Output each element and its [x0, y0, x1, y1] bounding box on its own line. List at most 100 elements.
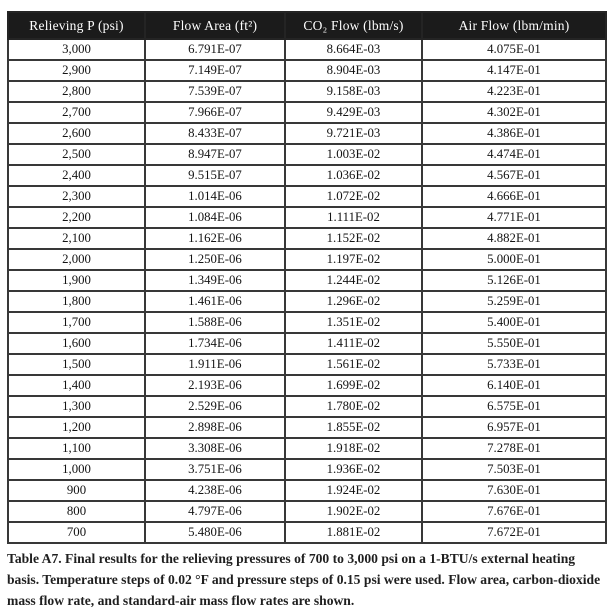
- table-row: 1,500 1.911E-06 1.561E-02 5.733E-01: [7, 353, 607, 376]
- table-row: 2,100 1.162E-06 1.152E-02 4.882E-01: [7, 227, 607, 250]
- results-table: Relieving P (psi) Flow Area (ft²) CO₂ Fl…: [7, 11, 607, 544]
- col-header-flow-area: Flow Area (ft²): [144, 11, 286, 40]
- table-cell: 2.898E-06: [144, 416, 286, 439]
- table-header-row: Relieving P (psi) Flow Area (ft²) CO₂ Fl…: [7, 11, 607, 40]
- table-cell: 1.244E-02: [284, 269, 423, 292]
- table-cell: 7.672E-01: [421, 521, 607, 544]
- table-cell: 4.797E-06: [144, 500, 286, 523]
- col-header-relieving-pressure: Relieving P (psi): [7, 11, 146, 40]
- table-cell: 4.147E-01: [421, 59, 607, 82]
- table-row: 1,900 1.349E-06 1.244E-02 5.126E-01: [7, 269, 607, 292]
- table-cell: 5.126E-01: [421, 269, 607, 292]
- table-cell: 1.003E-02: [284, 143, 423, 166]
- table-cell: 1,700: [7, 311, 146, 334]
- table-cell: 7.149E-07: [144, 59, 286, 82]
- table-row: 2,600 8.433E-07 9.721E-03 4.386E-01: [7, 122, 607, 145]
- table-cell: 1.461E-06: [144, 290, 286, 313]
- table-cell: 2,700: [7, 101, 146, 124]
- table-cell: 1,100: [7, 437, 146, 460]
- table-row: 2,700 7.966E-07 9.429E-03 4.302E-01: [7, 101, 607, 124]
- table-row: 900 4.238E-06 1.924E-02 7.630E-01: [7, 479, 607, 502]
- table-cell: 1,800: [7, 290, 146, 313]
- table-cell: 1.881E-02: [284, 521, 423, 544]
- table-row: 800 4.797E-06 1.902E-02 7.676E-01: [7, 500, 607, 523]
- table-cell: 1.084E-06: [144, 206, 286, 229]
- table-cell: 1,000: [7, 458, 146, 481]
- table-cell: 4.666E-01: [421, 185, 607, 208]
- table-row: 2,500 8.947E-07 1.003E-02 4.474E-01: [7, 143, 607, 166]
- table-cell: 3.308E-06: [144, 437, 286, 460]
- table-cell: 5.550E-01: [421, 332, 607, 355]
- table-cell: 6.957E-01: [421, 416, 607, 439]
- table-cell: 2.193E-06: [144, 374, 286, 397]
- table-cell: 2,200: [7, 206, 146, 229]
- table-cell: 1.197E-02: [284, 248, 423, 271]
- table-row: 1,800 1.461E-06 1.296E-02 5.259E-01: [7, 290, 607, 313]
- col-header-air-flow: Air Flow (lbm/min): [421, 11, 607, 40]
- table-cell: 8.947E-07: [144, 143, 286, 166]
- table-cell: 2,000: [7, 248, 146, 271]
- table-row: 2,300 1.014E-06 1.072E-02 4.666E-01: [7, 185, 607, 208]
- table-cell: 1.111E-02: [284, 206, 423, 229]
- table-row: 1,300 2.529E-06 1.780E-02 6.575E-01: [7, 395, 607, 418]
- table-cell: 4.223E-01: [421, 80, 607, 103]
- table-cell: 7.539E-07: [144, 80, 286, 103]
- table-cell: 1.349E-06: [144, 269, 286, 292]
- table-cell: 800: [7, 500, 146, 523]
- table-cell: 700: [7, 521, 146, 544]
- table-cell: 9.158E-03: [284, 80, 423, 103]
- table-cell: 900: [7, 479, 146, 502]
- table-body: 3,000 6.791E-07 8.664E-03 4.075E-01 2,900 7.1…: [7, 38, 607, 544]
- table-cell: 1.162E-06: [144, 227, 286, 250]
- table-row: 3,000 6.791E-07 8.664E-03 4.075E-01: [7, 38, 607, 61]
- table-cell: 1.351E-02: [284, 311, 423, 334]
- table-cell: 1.296E-02: [284, 290, 423, 313]
- table-cell: 4.474E-01: [421, 143, 607, 166]
- table-cell: 1,400: [7, 374, 146, 397]
- table-cell: 4.302E-01: [421, 101, 607, 124]
- table-cell: 1.924E-02: [284, 479, 423, 502]
- table-cell: 1.734E-06: [144, 332, 286, 355]
- table-cell: 1.411E-02: [284, 332, 423, 355]
- table-cell: 1.036E-02: [284, 164, 423, 187]
- table-cell: 5.400E-01: [421, 311, 607, 334]
- table-cell: 7.278E-01: [421, 437, 607, 460]
- table-cell: 2,400: [7, 164, 146, 187]
- table-row: 1,000 3.751E-06 1.936E-02 7.503E-01: [7, 458, 607, 481]
- table-cell: 2.529E-06: [144, 395, 286, 418]
- table-cell: 5.259E-01: [421, 290, 607, 313]
- table-cell: 1,200: [7, 416, 146, 439]
- col-header-co2-flow: CO₂ Flow (lbm/s): [284, 11, 423, 40]
- table-cell: 3,000: [7, 38, 146, 61]
- table-cell: 9.515E-07: [144, 164, 286, 187]
- table-cell: 1.152E-02: [284, 227, 423, 250]
- table-cell: 1,300: [7, 395, 146, 418]
- table-cell: 4.567E-01: [421, 164, 607, 187]
- table-row: 2,400 9.515E-07 1.036E-02 4.567E-01: [7, 164, 607, 187]
- table-cell: 5.733E-01: [421, 353, 607, 376]
- table-cell: 1.780E-02: [284, 395, 423, 418]
- table-cell: 2,300: [7, 185, 146, 208]
- table-cell: 4.075E-01: [421, 38, 607, 61]
- table-cell: 4.238E-06: [144, 479, 286, 502]
- table-cell: 7.630E-01: [421, 479, 607, 502]
- table-cell: 1,600: [7, 332, 146, 355]
- table-cell: 2,600: [7, 122, 146, 145]
- table-cell: 6.140E-01: [421, 374, 607, 397]
- table-row: 2,000 1.250E-06 1.197E-02 5.000E-01: [7, 248, 607, 271]
- table-cell: 8.433E-07: [144, 122, 286, 145]
- table-cell: 9.721E-03: [284, 122, 423, 145]
- table-cell: 8.904E-03: [284, 59, 423, 82]
- table-row: 1,700 1.588E-06 1.351E-02 5.400E-01: [7, 311, 607, 334]
- table-cell: 9.429E-03: [284, 101, 423, 124]
- table-cell: 1.699E-02: [284, 374, 423, 397]
- table-cell: 1.918E-02: [284, 437, 423, 460]
- table-cell: 7.503E-01: [421, 458, 607, 481]
- table-cell: 6.575E-01: [421, 395, 607, 418]
- table-cell: 1.072E-02: [284, 185, 423, 208]
- table-row: 700 5.480E-06 1.881E-02 7.672E-01: [7, 521, 607, 544]
- table-caption: Table A7. Final results for the relievin…: [7, 551, 601, 608]
- table-row: 1,200 2.898E-06 1.855E-02 6.957E-01: [7, 416, 607, 439]
- table-cell: 1.902E-02: [284, 500, 423, 523]
